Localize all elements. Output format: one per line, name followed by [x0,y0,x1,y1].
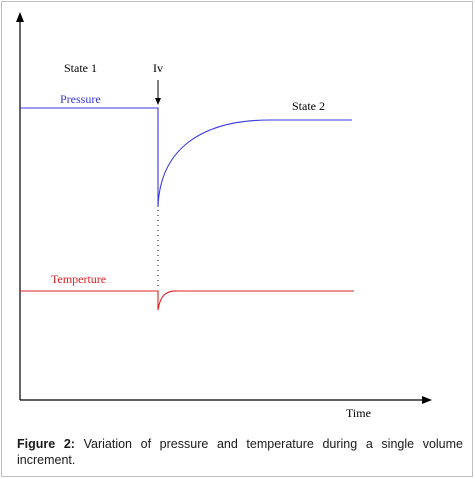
state2-label: State 2 [292,99,325,113]
time-label: Time [346,406,371,420]
caption-label: Figure 2: [17,437,75,451]
temperature-curve [20,290,354,311]
caption-text: Variation of pressure and temperature du… [17,437,463,467]
x-axis-arrow [422,396,432,404]
iv-arrowhead [155,98,161,105]
pressure-curve [20,107,352,208]
pressure-label: Pressure [60,92,101,106]
temperature-label: Temperture [51,272,106,286]
y-axis-arrow [16,12,24,22]
iv-label: Iv [153,61,163,75]
state1-label: State 1 [64,61,97,75]
figure-caption: Figure 2: Variation of pressure and temp… [17,436,463,468]
